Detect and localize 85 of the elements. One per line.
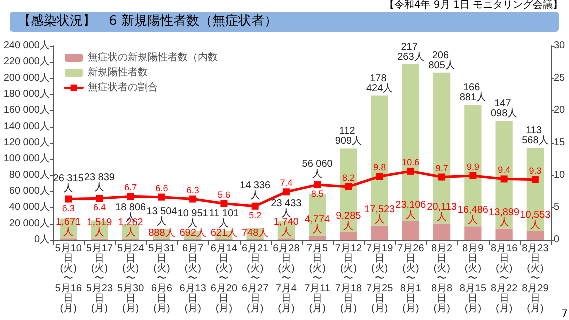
total-label: 217 263人 (398, 42, 424, 63)
text: 7 (562, 309, 568, 320)
x-tick-label: 5月31日 (火) 〜 6月6日 (月) (148, 244, 176, 314)
data-label: 17,523人 (364, 204, 396, 226)
data-label: 9.3 (529, 166, 542, 176)
y2-tick-label: 20 (554, 105, 566, 116)
data-label: 6.3 (186, 185, 200, 196)
total-label: 13 504人 (146, 206, 178, 228)
data-label: 9.8 (374, 162, 386, 173)
x-tick-label: 8月9日 (火) 〜 8月15日 (月) (460, 244, 487, 314)
data-label: 9.7 (436, 163, 448, 174)
y2-tick-label: 0 (554, 234, 560, 246)
x-tick-label: 5月24日 (火) 〜 5月30日 (月) (117, 244, 145, 314)
x-tick-label: 8月2日 (火) 〜 8月8日 (月) (432, 244, 454, 314)
data-label: 1,740人 (274, 217, 300, 238)
y-tick-label: 180 000人 (4, 89, 50, 100)
total-label: 56 060人 (302, 159, 334, 180)
y-tick-label: 200 000人 (4, 72, 50, 84)
y-tick-label: 40 000人 (9, 202, 50, 214)
x-tick-label: 7月5日 (火) 〜 7月11日 (月) (304, 244, 331, 314)
data-label: 20,113人 (427, 202, 458, 224)
y-tick-label: 80 000人 (9, 170, 50, 181)
total-label: 11 101人 (209, 208, 240, 230)
data-label: 9.4 (498, 165, 511, 176)
data-label: 9.9 (466, 162, 480, 172)
x-tick-label: 8月23日 (火) 〜 8月29日 (月) (522, 244, 550, 314)
data-label: 8.2 (342, 172, 355, 183)
data-label: 23,106人 (396, 200, 427, 221)
total-label: 14 336人 (240, 180, 272, 202)
legend-label: 無症状の新規陽性者数（内数 (88, 52, 218, 64)
y2-tick-label: 5 (554, 202, 560, 214)
data-label: 7.4 (280, 178, 293, 188)
y-tick-label: 220 000人 (4, 56, 50, 68)
data-label: 1,519人 (87, 217, 113, 238)
total-label: 112 909人 (335, 126, 362, 148)
data-label: 9,285人 (336, 210, 362, 232)
y-tick-label: 20 000人 (9, 218, 50, 230)
data-label: 6.4 (93, 202, 106, 213)
y2-tick-label: 10 (554, 170, 566, 181)
y-tick-label: 240 000人 (4, 40, 50, 52)
total-label: 113 568人 (522, 126, 549, 147)
y-tick-label: 100 000人 (4, 154, 50, 165)
x-tick-label: 7月19日 (火) 〜 7月25日 (月) (366, 244, 394, 314)
y-tick-label: 140 000人 (4, 121, 50, 132)
data-label: 13,899人 (489, 207, 520, 228)
data-label: 621人 (210, 228, 238, 239)
y2-tick-label: 30 (554, 40, 566, 52)
data-label: 748人 (242, 228, 269, 239)
x-tick-label: 7月26日 (火) 〜 8月1日 (月) (398, 244, 425, 314)
y2-tick-label: 15 (554, 138, 566, 148)
data-label: 1,671人 (56, 217, 82, 238)
data-label: 888人 (148, 228, 176, 239)
y-tick-label: 120 000人 (4, 138, 50, 148)
data-label: 692人 (180, 228, 206, 239)
data-label: 5.6 (218, 190, 230, 200)
y2-tick-label: 25 (554, 72, 566, 84)
y-tick-label: 60 000人 (9, 186, 50, 197)
x-tick-label: 5月10日 (火) 〜 5月16日 (月) (55, 244, 82, 314)
data-label: 10,553人 (520, 210, 552, 231)
data-label: 10.6 (402, 157, 420, 168)
data-label: 16,486人 (458, 205, 489, 226)
x-tick-label: 7月12日 (火) 〜 7月18日 (月) (335, 244, 362, 314)
data-label: 8.5 (311, 189, 324, 200)
data-label: 6.6 (156, 183, 168, 194)
total-label: 147 098人 (490, 98, 518, 120)
x-tick-label: 8月16日 (火) 〜 8月22日 (月) (490, 244, 518, 314)
total-label: 10 951人 (178, 208, 209, 230)
x-tick-label: 6月28日 (火) 〜 7月4日 (月) (273, 244, 300, 314)
data-label: 6.3 (62, 203, 75, 214)
total-label: 166 881人 (460, 82, 487, 104)
x-tick-label: 6月14日 (火) 〜 6月20日 (月) (210, 244, 238, 314)
legend-label: 新規陽性者数 (88, 66, 148, 78)
chart-title: 【感染状況】 6 新規陽性者数（無症状者） (10, 12, 559, 32)
total-label: 178 424人 (366, 73, 394, 94)
x-tick-label: 6月7日 (火) 〜 6月13日 (月) (180, 244, 207, 314)
x-tick-label: 6月21日 (火) 〜 6月27日 (月) (242, 244, 270, 314)
data-label: 5.2 (249, 210, 262, 220)
y-tick-label: 0人 (34, 234, 50, 246)
y-tick-label: 160 000人 (4, 105, 50, 116)
data-label: 4,774人 (305, 214, 331, 236)
legend-label: 無症状者の割合 (88, 82, 158, 94)
total-label: 206 805人 (428, 50, 456, 72)
x-tick-label: 5月17日 (火) 〜 5月23日 (月) (86, 244, 114, 314)
data-label: 6.7 (124, 182, 138, 193)
total-label: 23 839人 (84, 172, 116, 194)
